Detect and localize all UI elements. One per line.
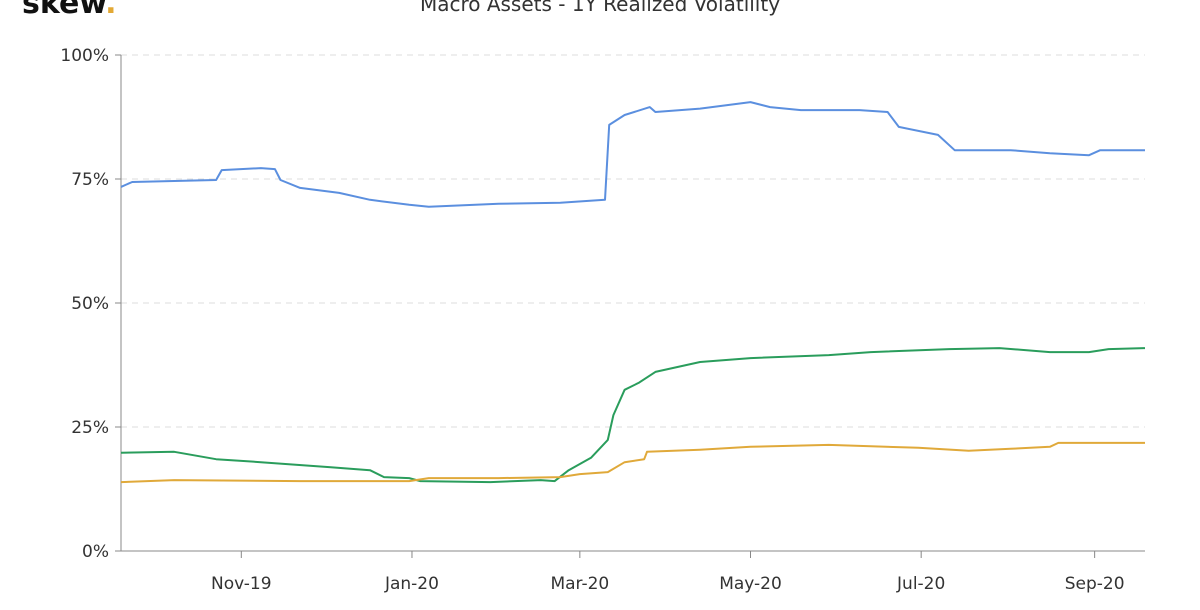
chart-title: Macro Assets - 1Y Realized Volatility [419,0,781,16]
x-tick-label: Jul-20 [896,574,945,594]
x-tick-label: Mar-20 [550,574,609,594]
series-blue-line [120,101,1145,208]
series-green-line [120,347,1146,484]
x-tick-label: Sep-20 [1065,574,1125,594]
y-tick-label: 75% [71,170,109,190]
y-tick-label: 0% [82,542,109,562]
series-orange-line [120,441,1145,484]
x-tick-label: Jan-20 [384,574,439,594]
axes: 0% 25% 50% 75% 100% Nov-19 Jan-20 Mar-20 May-20 J… [60,46,1145,594]
x-tick-label: Nov-19 [211,574,272,594]
x-tick-label: May-20 [719,574,782,594]
logo-text: skew [22,0,106,21]
y-tick-label: 25% [71,418,109,438]
y-tick-label: 50% [71,294,109,314]
series-lines [120,101,1146,484]
y-tick-label: 100% [60,46,109,66]
skew-logo: skew. [22,0,117,21]
logo-dot: . [105,0,117,21]
gridlines [121,54,1145,428]
